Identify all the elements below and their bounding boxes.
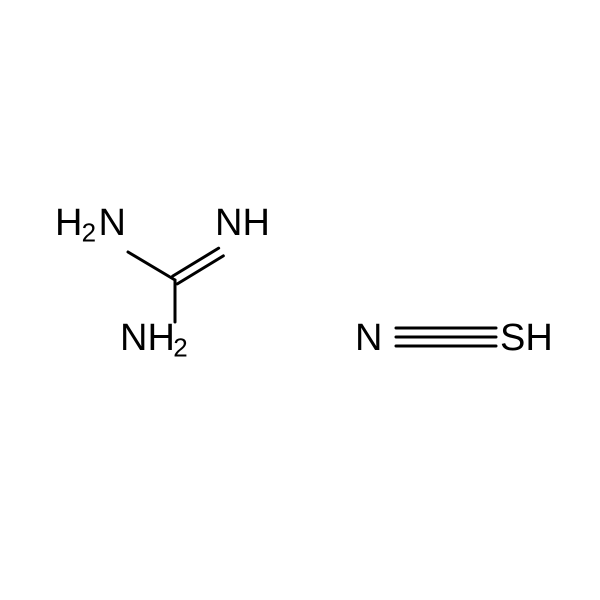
bond-c-h2n <box>128 252 175 280</box>
svg-text:N: N <box>99 202 126 244</box>
svg-text:2: 2 <box>173 333 187 363</box>
svg-text:H: H <box>55 202 82 244</box>
svg-text:SH: SH <box>500 317 553 359</box>
atom-nh: NH <box>215 202 270 244</box>
svg-text:NH: NH <box>120 317 175 359</box>
atom-h2n: H2N <box>55 202 126 248</box>
svg-text:N: N <box>355 317 382 359</box>
svg-text:NH: NH <box>215 202 270 244</box>
atom-sh: SH <box>500 317 553 359</box>
atom-n: N <box>355 317 382 359</box>
atom-nh2: NH2 <box>120 317 188 363</box>
svg-text:2: 2 <box>82 218 96 248</box>
